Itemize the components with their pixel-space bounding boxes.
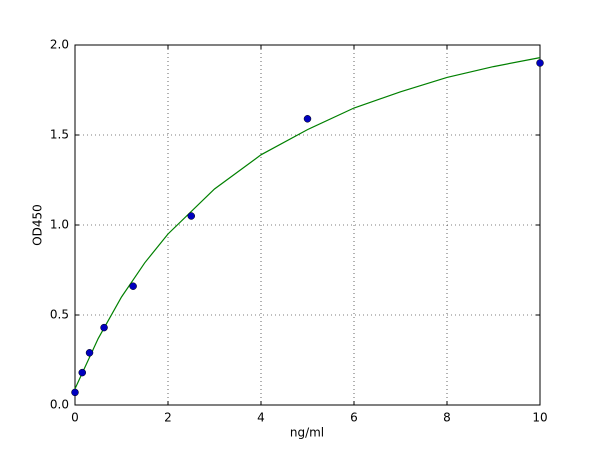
x-tick-label: 2 (164, 411, 172, 425)
data-point (100, 323, 108, 332)
fit-curve (74, 57, 541, 390)
x-tick-label: 6 (350, 411, 358, 425)
data-point (71, 388, 79, 397)
y-tick-label: 0.5 (50, 308, 69, 322)
x-tick-label: 10 (532, 411, 547, 425)
data-point (303, 115, 312, 123)
x-axis-label: ng/ml (290, 426, 324, 440)
data-point (78, 368, 87, 377)
data-point (536, 59, 544, 67)
x-tick-label: 8 (443, 411, 451, 425)
y-tick-label: 1.0 (50, 218, 69, 232)
y-tick-label: 2.0 (50, 38, 69, 52)
x-tick-label: 4 (257, 411, 265, 425)
data-point (85, 349, 94, 357)
data-point (129, 282, 137, 290)
plot-frame (74, 44, 541, 406)
y-axis-label: OD450 (31, 204, 45, 246)
y-tick-label: 1.5 (50, 128, 69, 142)
x-tick-label: 0 (71, 411, 79, 425)
data-point (187, 212, 195, 220)
y-tick-label: 0.0 (50, 398, 69, 412)
